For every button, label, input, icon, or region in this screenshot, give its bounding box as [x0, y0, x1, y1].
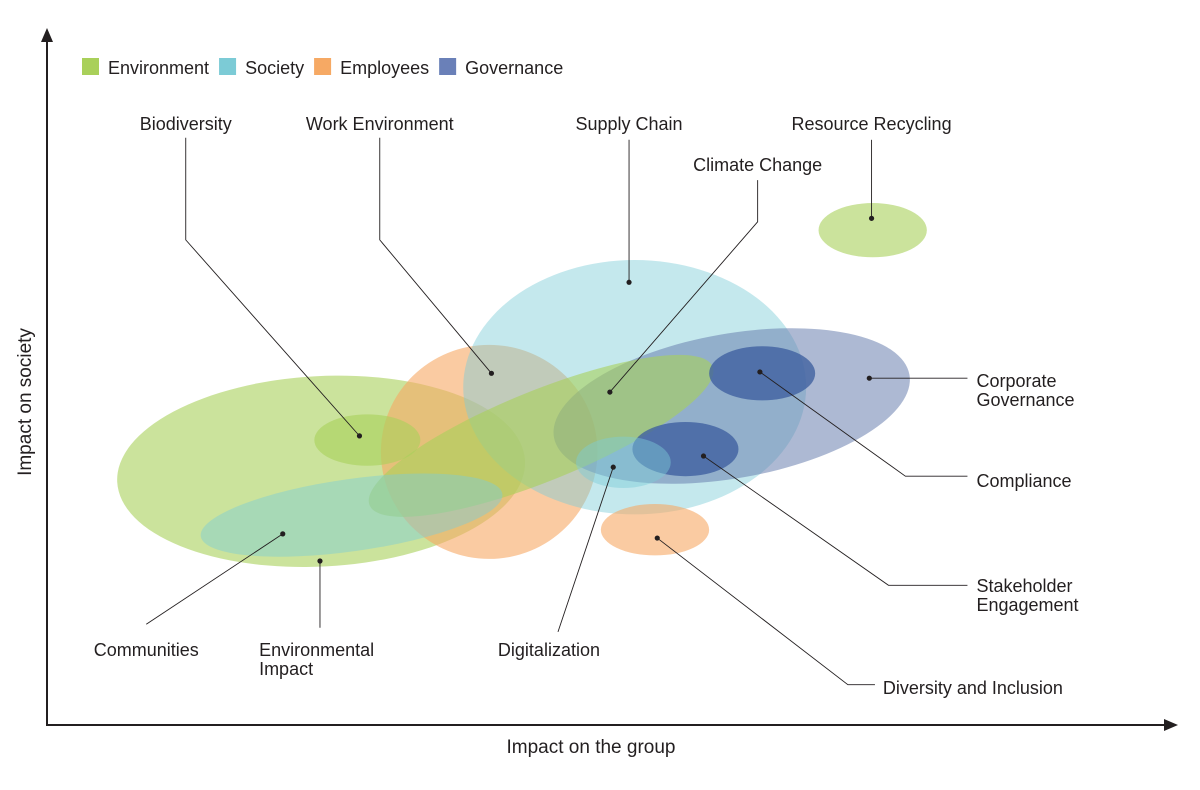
- legend-label-governance: Governance: [465, 58, 563, 78]
- leader-line-communities: [146, 533, 284, 625]
- anchor-dot-corporate-governance: [866, 375, 872, 381]
- anchor-dot-environmental-impact: [317, 558, 323, 564]
- anchor-dot-biodiversity: [356, 433, 363, 439]
- label-environmental-impact: Environmental: [259, 640, 374, 660]
- anchor-dot-climate-change: [607, 389, 613, 395]
- leader-line-diversity-and-inclusion: [656, 537, 875, 686]
- leader-line-stakeholder-engagement: [703, 455, 968, 586]
- bubble-stakeholder-engagement: [632, 421, 739, 477]
- anchor-dot-work-environment: [488, 370, 495, 376]
- legend: Environment Society Employees Governance: [82, 58, 563, 78]
- anchor-dot-resource-recycling: [868, 215, 875, 221]
- legend-swatch-society: [219, 58, 237, 75]
- leader-line-work-environment: [379, 137, 492, 374]
- bubble-resource-recycling: [818, 203, 927, 258]
- legend-swatch-employees: [314, 58, 332, 75]
- label-corporate-governance: Corporate: [976, 371, 1056, 391]
- legend-label-society: Society: [245, 58, 304, 78]
- y-axis-arrow-icon: [41, 28, 53, 42]
- anchor-dot-supply-chain: [626, 279, 632, 285]
- label-compliance: Compliance: [976, 471, 1071, 491]
- label-communities: Communities: [94, 640, 199, 660]
- label-supply-chain: Supply Chain: [576, 114, 683, 134]
- label-digitalization: Digitalization: [498, 640, 600, 660]
- legend-swatch-environment: [82, 58, 99, 75]
- legend-label-employees: Employees: [340, 58, 429, 78]
- bubbles-layer: [117, 203, 927, 568]
- leader-line-compliance: [759, 371, 968, 477]
- bubble-digitalization: [576, 436, 671, 489]
- leader-line-digitalization: [557, 467, 614, 633]
- bubble-climate-change: [368, 354, 714, 517]
- bubble-communities: [200, 473, 503, 557]
- anchor-dot-digitalization: [610, 464, 616, 470]
- label-biodiversity: Biodiversity: [140, 114, 232, 134]
- label-stakeholder-engagement: Engagement: [976, 595, 1078, 615]
- legend-label-environment: Environment: [108, 58, 209, 78]
- anchor-dot-stakeholder-engagement: [700, 453, 707, 459]
- bubble-diversity-and-inclusion: [600, 503, 710, 556]
- x-axis-arrow-icon: [1164, 719, 1178, 731]
- anchor-dot-diversity-and-inclusion: [654, 535, 660, 541]
- y-axis-label: Impact on society: [15, 328, 36, 476]
- label-environmental-impact: Impact: [259, 659, 313, 679]
- axes: Impact on the group Impact on society: [15, 28, 1178, 758]
- leader-line-biodiversity: [185, 137, 360, 437]
- legend-swatch-governance: [439, 58, 457, 75]
- label-corporate-governance: Governance: [976, 390, 1074, 410]
- leader-line-climate-change: [609, 180, 759, 393]
- leader-lines-layer: [146, 137, 968, 686]
- anchor-dot-communities: [280, 531, 286, 537]
- label-stakeholder-engagement: Stakeholder: [976, 576, 1072, 596]
- anchor-dot-compliance: [757, 369, 763, 375]
- x-axis-label: Impact on the group: [507, 737, 676, 758]
- label-diversity-and-inclusion: Diversity and Inclusion: [883, 678, 1063, 698]
- bubble-biodiversity: [314, 414, 421, 466]
- label-resource-recycling: Resource Recycling: [792, 114, 952, 134]
- label-work-environment: Work Environment: [306, 114, 454, 134]
- label-climate-change: Climate Change: [693, 155, 822, 175]
